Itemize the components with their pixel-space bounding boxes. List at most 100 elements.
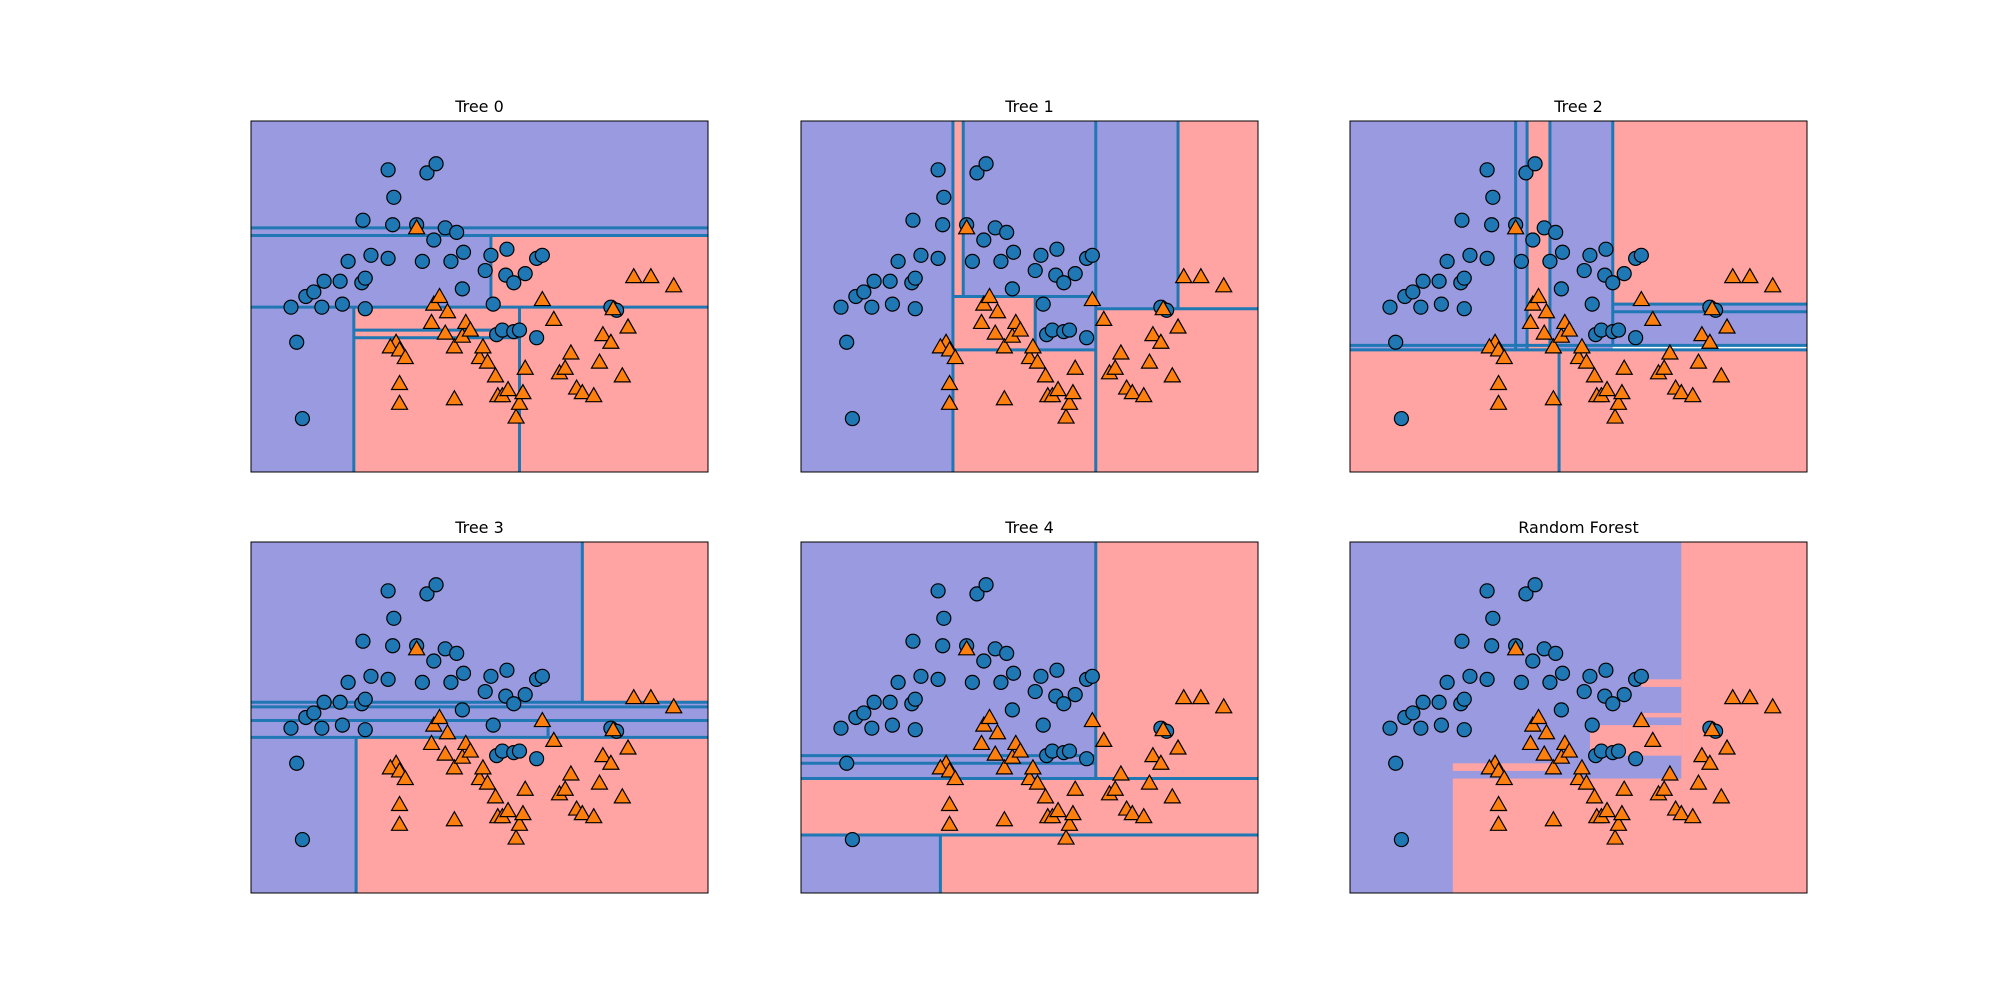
class0-point — [332, 273, 348, 289]
class0-point — [1084, 247, 1100, 263]
class0-point — [428, 577, 444, 593]
class1-point — [940, 815, 959, 831]
class1-point — [1163, 366, 1182, 383]
class0-point — [1431, 694, 1447, 710]
class1-point — [533, 290, 552, 307]
class1-point — [1094, 310, 1113, 326]
class0-point — [1388, 755, 1404, 771]
class0-point — [1582, 668, 1598, 684]
class1-point — [1643, 310, 1662, 326]
class0-point — [993, 253, 1009, 269]
class1-point — [507, 828, 526, 845]
class1-point — [1560, 741, 1579, 758]
class1-point — [940, 374, 959, 391]
class0-point — [380, 250, 396, 266]
class1-point — [1168, 738, 1188, 755]
class1-point — [1544, 389, 1563, 406]
class1-point — [584, 807, 603, 824]
panel-1: Tree 1 — [800, 97, 1259, 473]
panel-title: Random Forest — [1518, 518, 1638, 537]
class1-point — [573, 383, 592, 400]
class1-point — [1143, 746, 1162, 763]
class0-point — [1431, 273, 1447, 289]
class1-point — [1036, 366, 1055, 383]
class1-point — [1057, 828, 1076, 845]
class1-point — [1506, 218, 1525, 235]
class0-point — [856, 284, 872, 300]
class1-point — [1011, 741, 1030, 758]
class1-point — [1163, 787, 1182, 804]
class1-point — [1609, 394, 1628, 410]
class1-point — [1572, 758, 1591, 775]
class1-point — [510, 815, 529, 831]
class0-point — [856, 705, 872, 721]
class1-point — [1572, 337, 1591, 354]
class1-point — [1083, 290, 1102, 307]
class1-point — [430, 708, 449, 725]
class0-point — [414, 253, 430, 269]
class1-point — [1523, 294, 1542, 311]
class1-point — [1495, 769, 1514, 786]
class1-point — [1683, 807, 1702, 824]
class1-point — [604, 299, 623, 316]
class1-point — [1111, 764, 1130, 781]
class1-point — [1740, 267, 1759, 284]
class1-point — [1140, 352, 1159, 369]
class1-point — [438, 723, 457, 740]
axes-frame — [800, 120, 1259, 473]
class0-point — [380, 583, 396, 599]
decision-region — [582, 542, 708, 703]
class0-point — [357, 691, 373, 707]
class1-point — [561, 764, 580, 781]
class1-point — [430, 287, 449, 304]
class0-point — [1439, 674, 1455, 691]
class1-point — [436, 323, 455, 340]
class0-point — [1413, 720, 1429, 736]
class0-point — [1542, 674, 1558, 691]
class1-point — [1123, 383, 1142, 400]
class1-point — [510, 394, 529, 410]
class1-point — [1598, 380, 1617, 397]
class1-point — [601, 333, 620, 349]
class1-point — [1154, 720, 1173, 737]
class1-point — [1480, 337, 1499, 354]
class1-point — [1660, 343, 1679, 360]
class0-point — [340, 253, 356, 269]
class0-point — [839, 334, 855, 350]
class1-point — [1703, 720, 1722, 737]
class0-point — [454, 281, 470, 297]
class1-point — [1606, 407, 1625, 424]
class1-point — [1057, 407, 1076, 424]
class1-point — [1683, 386, 1702, 403]
class1-point — [424, 294, 443, 311]
class0-point — [1462, 247, 1478, 263]
decision-region — [801, 778, 1258, 836]
class1-point — [1632, 711, 1651, 728]
class1-point — [507, 407, 526, 424]
axes-frame — [1349, 120, 1808, 473]
decision-region — [1612, 121, 1807, 305]
class0-point — [1525, 232, 1541, 248]
class1-point — [1717, 738, 1737, 755]
class1-point — [381, 337, 400, 354]
class0-point — [1548, 645, 1564, 662]
class1-point — [957, 218, 976, 235]
class1-point — [473, 337, 492, 354]
class1-point — [1585, 787, 1604, 804]
class0-point — [907, 301, 923, 317]
class0-point — [1513, 253, 1529, 269]
class1-point — [995, 337, 1014, 354]
panel-title: Tree 1 — [1004, 97, 1054, 116]
class0-point — [890, 253, 906, 269]
class1-point — [556, 359, 575, 375]
class1-point — [1689, 352, 1708, 369]
class1-point — [1544, 758, 1563, 775]
class0-point — [1576, 262, 1592, 279]
class0-point — [385, 638, 401, 654]
class0-point — [1413, 299, 1429, 315]
class0-point — [294, 410, 311, 427]
class1-point — [1712, 366, 1731, 383]
class1-point — [1174, 267, 1193, 284]
class0-point — [999, 224, 1015, 241]
class0-point — [455, 244, 472, 260]
